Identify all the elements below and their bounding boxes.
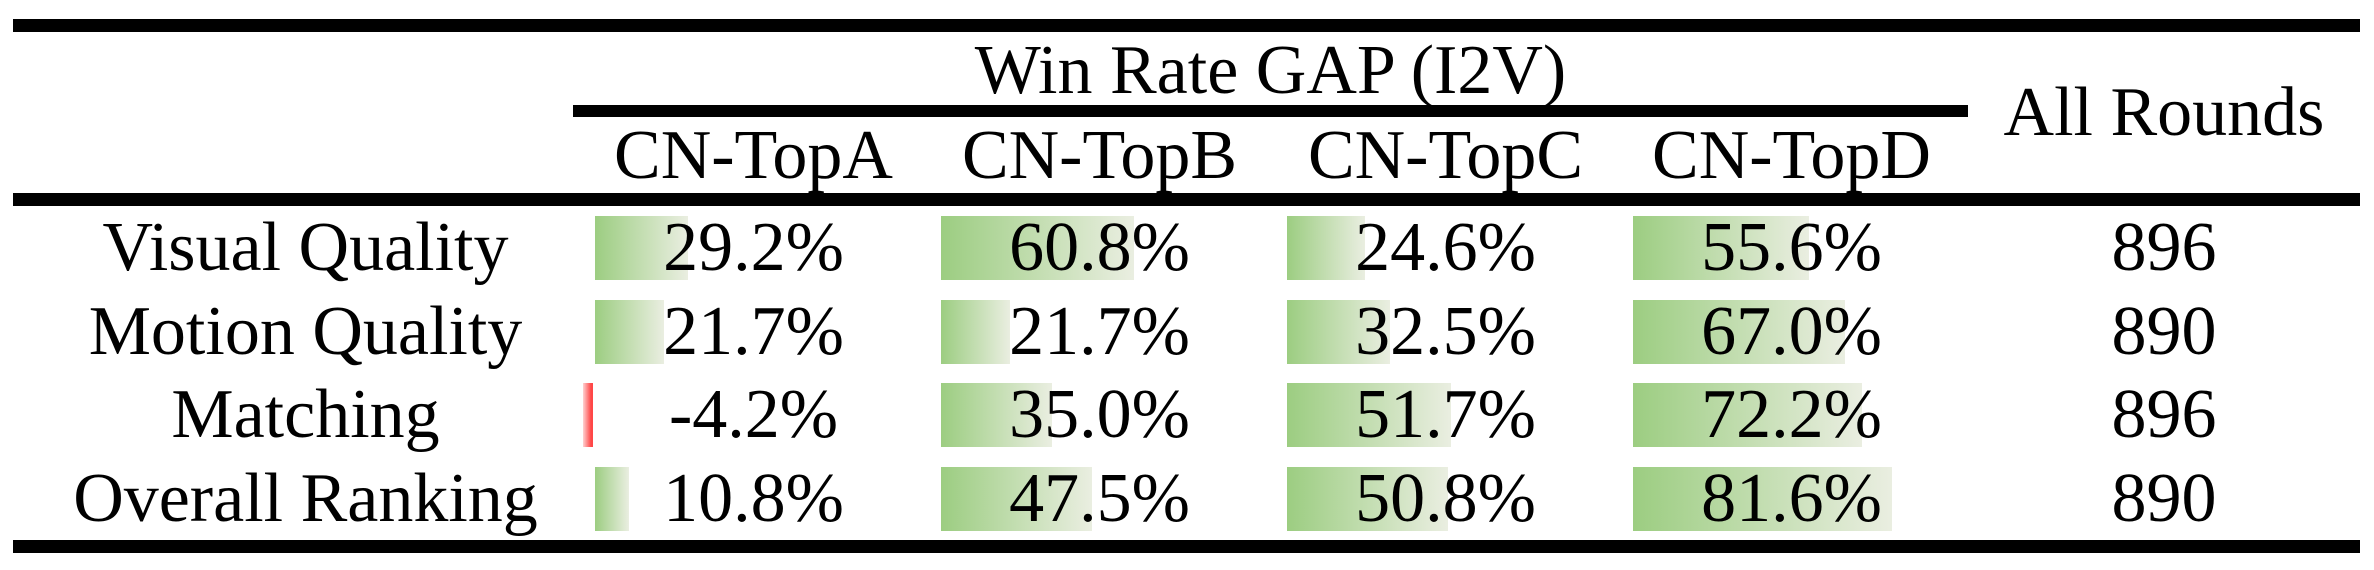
all-rounds-value: 890 xyxy=(2111,459,2217,537)
data-bar xyxy=(941,383,1052,447)
cell-value: 35.0% xyxy=(1009,376,1190,453)
cell-value: 24.6% xyxy=(1355,209,1536,286)
data-bar xyxy=(1633,299,1846,364)
table-top-rule xyxy=(13,19,2360,32)
cell-value: 55.6% xyxy=(1701,209,1882,286)
cell-value: 67.0% xyxy=(1701,292,1882,370)
cell-value: 10.8% xyxy=(663,459,844,537)
table-row: Visual Quality 29.2% 60.8% 24.6% 55.6% 8… xyxy=(0,206,2374,290)
column-header-all-rounds: All Rounds xyxy=(2003,73,2325,151)
group-header-underline xyxy=(573,105,1968,117)
data-cell: 50.8% xyxy=(1287,457,1604,541)
data-cell: -4.2% xyxy=(583,373,912,457)
data-bar xyxy=(1633,466,1892,531)
data-bar xyxy=(941,466,1092,531)
data-cell: 55.6% xyxy=(1633,206,1950,290)
data-cell: 47.5% xyxy=(941,457,1258,541)
row-label-matching: Matching xyxy=(171,376,440,453)
cell-value: 51.7% xyxy=(1355,376,1536,453)
table-row: Motion Quality 21.7% 21.7% 32.5% 67.0% 8… xyxy=(0,290,2374,374)
column-header-cn-topa: CN-TopA xyxy=(614,117,893,194)
row-label-visual-quality: Visual Quality xyxy=(102,209,509,286)
column-header-cn-topc: CN-TopC xyxy=(1307,117,1584,194)
column-header-cn-topd: CN-TopD xyxy=(1652,117,1931,194)
data-bar xyxy=(1633,383,1862,447)
cell-value: 29.2% xyxy=(663,209,844,286)
all-rounds-value: 896 xyxy=(2111,376,2217,453)
data-bar xyxy=(1287,383,1451,447)
data-cell: 35.0% xyxy=(941,373,1258,457)
cell-value: 21.7% xyxy=(1009,292,1190,370)
all-rounds-value: 896 xyxy=(2111,209,2217,286)
data-bar xyxy=(595,466,630,531)
cell-value: 47.5% xyxy=(1009,459,1190,537)
data-bar xyxy=(941,299,1010,364)
cell-value: -4.2% xyxy=(668,376,839,453)
cell-value: 72.2% xyxy=(1701,376,1882,453)
data-cell: 24.6% xyxy=(1287,206,1604,290)
all-rounds-value: 890 xyxy=(2111,292,2217,370)
data-bar xyxy=(1287,299,1391,364)
data-bar-negative xyxy=(583,383,593,447)
group-header-win-rate-gap: Win Rate GAP (I2V) xyxy=(974,32,1567,109)
data-cell: 32.5% xyxy=(1287,290,1604,374)
row-label-motion-quality: Motion Quality xyxy=(88,292,523,370)
table-row: Matching -4.2% 35.0% 51.7% 72.2% 896 xyxy=(0,373,2374,457)
column-header-cn-topb: CN-TopB xyxy=(961,117,1238,194)
cell-value: 32.5% xyxy=(1355,292,1536,370)
data-cell: 67.0% xyxy=(1633,290,1950,374)
table-header-rule xyxy=(13,193,2360,206)
cell-value: 50.8% xyxy=(1355,459,1536,537)
cell-value: 81.6% xyxy=(1701,459,1882,537)
data-bar xyxy=(595,216,688,280)
table-bottom-rule xyxy=(13,540,2360,553)
data-bar xyxy=(1287,216,1365,280)
cell-value: 21.7% xyxy=(663,292,844,370)
table-row: Overall Ranking 10.8% 47.5% 50.8% 81.6% … xyxy=(0,457,2374,541)
data-cell: 29.2% xyxy=(595,206,912,290)
cell-value: 60.8% xyxy=(1009,209,1190,286)
data-cell: 51.7% xyxy=(1287,373,1604,457)
data-cell: 72.2% xyxy=(1633,373,1950,457)
data-bar xyxy=(941,216,1134,280)
data-cell: 21.7% xyxy=(595,290,912,374)
data-bar xyxy=(1633,216,1810,280)
data-bar xyxy=(1287,466,1449,531)
row-label-overall-ranking: Overall Ranking xyxy=(73,459,538,537)
table-body: Visual Quality 29.2% 60.8% 24.6% 55.6% 8… xyxy=(0,206,2374,540)
data-bar xyxy=(595,299,664,364)
data-cell: 81.6% xyxy=(1633,457,1950,541)
data-cell: 21.7% xyxy=(941,290,1258,374)
data-cell: 60.8% xyxy=(941,206,1258,290)
data-cell: 10.8% xyxy=(595,457,912,541)
